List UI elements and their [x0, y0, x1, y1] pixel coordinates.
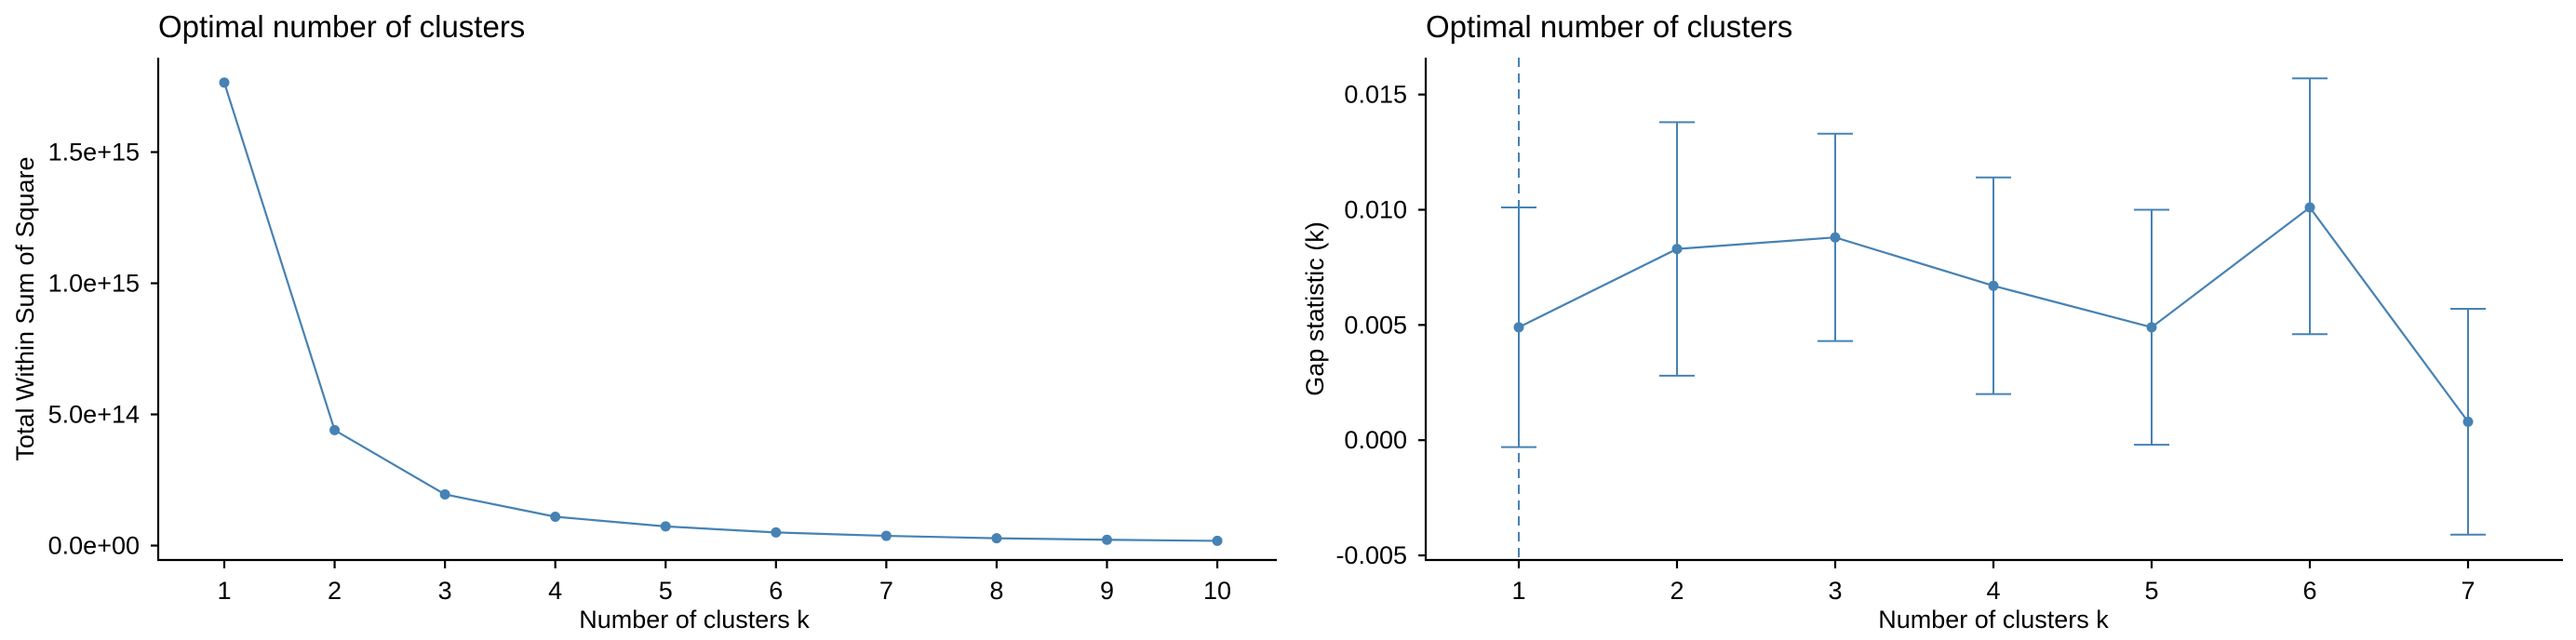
y-tick-label: 0.010	[1344, 195, 1407, 223]
data-point	[219, 77, 230, 88]
right-y-ticks: -0.005 0.000 0.005 0.010 0.015	[1335, 81, 1426, 569]
data-point	[2146, 322, 2157, 333]
x-tick-label: 6	[769, 577, 783, 605]
x-tick-label: 7	[2461, 577, 2475, 605]
right-plot-area	[1501, 58, 2486, 560]
x-tick-label: 10	[1203, 577, 1231, 605]
left-y-axis-label: Total Within Sum of Square	[11, 156, 39, 460]
x-tick-label: 2	[1670, 577, 1684, 605]
right-chart-title: Optimal number of clusters	[1426, 9, 1792, 44]
y-tick-label: 0.005	[1344, 311, 1407, 339]
data-point	[771, 527, 782, 538]
data-point	[1513, 322, 1524, 333]
x-tick-label: 2	[328, 577, 342, 605]
data-point	[880, 530, 892, 541]
data-point	[1212, 535, 1223, 546]
left-plot-area	[219, 77, 1223, 546]
data-point	[2462, 416, 2474, 427]
y-tick-label: 0.015	[1344, 81, 1407, 109]
right-x-axis-label: Number of clusters k	[1878, 606, 2109, 633]
left-y-ticks: 0.0e+00 5.0e+14 1.0e+15 1.5e+15	[48, 139, 158, 559]
data-point	[439, 489, 450, 500]
x-tick-label: 5	[2144, 577, 2158, 605]
x-tick-label: 1	[1511, 577, 1525, 605]
y-tick-label: -0.005	[1335, 541, 1407, 569]
data-point	[1671, 244, 1683, 255]
x-tick-label: 6	[2302, 577, 2316, 605]
x-tick-label: 4	[548, 577, 562, 605]
x-tick-label: 3	[438, 577, 452, 605]
data-point	[2304, 202, 2315, 213]
y-tick-label: 0.000	[1344, 426, 1407, 454]
data-point	[1101, 534, 1112, 545]
data-point	[660, 521, 671, 532]
data-point	[1830, 232, 1841, 243]
gap-statistic-chart: Optimal number of clusters 1 2 3 4 5 6 7 -0.00…	[1301, 9, 2563, 633]
data-point	[991, 533, 1002, 544]
x-tick-label: 3	[1828, 577, 1842, 605]
left-x-axis-label: Number of clusters k	[579, 606, 810, 633]
x-tick-label: 5	[659, 577, 673, 605]
data-point	[1988, 280, 1999, 291]
x-tick-label: 8	[989, 577, 1003, 605]
right-y-axis-label: Gap statistic (k)	[1301, 221, 1329, 396]
left-x-ticks: 1 2 3 4 5 6 7 8 9 10	[217, 560, 1231, 605]
elbow-chart: Optimal number of clusters 1 2 3 4 5 6 7 8 9 10 0…	[11, 9, 1277, 633]
x-tick-label: 9	[1100, 577, 1114, 605]
left-chart-title: Optimal number of clusters	[158, 9, 525, 44]
y-tick-label: 0.0e+00	[48, 531, 140, 559]
y-tick-label: 1.0e+15	[48, 270, 140, 298]
x-tick-label: 1	[217, 577, 231, 605]
x-tick-label: 4	[1986, 577, 2000, 605]
data-point	[550, 511, 561, 522]
right-x-ticks: 1 2 3 4 5 6 7	[1511, 560, 2475, 605]
x-tick-label: 7	[879, 577, 893, 605]
y-tick-label: 1.5e+15	[48, 139, 140, 167]
data-point	[329, 424, 341, 435]
y-tick-label: 5.0e+14	[48, 400, 140, 428]
series-line	[222, 82, 1218, 542]
